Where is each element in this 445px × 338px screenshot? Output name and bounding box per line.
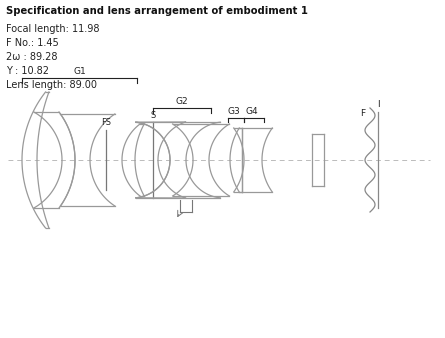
Text: G4: G4 xyxy=(245,107,258,116)
Text: F: F xyxy=(360,109,365,118)
Text: I: I xyxy=(376,100,379,109)
Text: Specification and lens arrangement of embodiment 1: Specification and lens arrangement of em… xyxy=(6,6,308,16)
Text: G2: G2 xyxy=(176,97,188,106)
Text: G3: G3 xyxy=(227,107,240,116)
Text: 2ω : 89.28: 2ω : 89.28 xyxy=(6,52,57,62)
Text: Focal length: 11.98: Focal length: 11.98 xyxy=(6,24,100,34)
Text: F No.: 1.45: F No.: 1.45 xyxy=(6,38,59,48)
Text: S: S xyxy=(150,111,156,120)
Text: Lens length: 89.00: Lens length: 89.00 xyxy=(6,80,97,90)
Text: FS: FS xyxy=(101,118,111,127)
Text: G1: G1 xyxy=(73,67,86,76)
Text: Y : 10.82: Y : 10.82 xyxy=(6,66,49,76)
